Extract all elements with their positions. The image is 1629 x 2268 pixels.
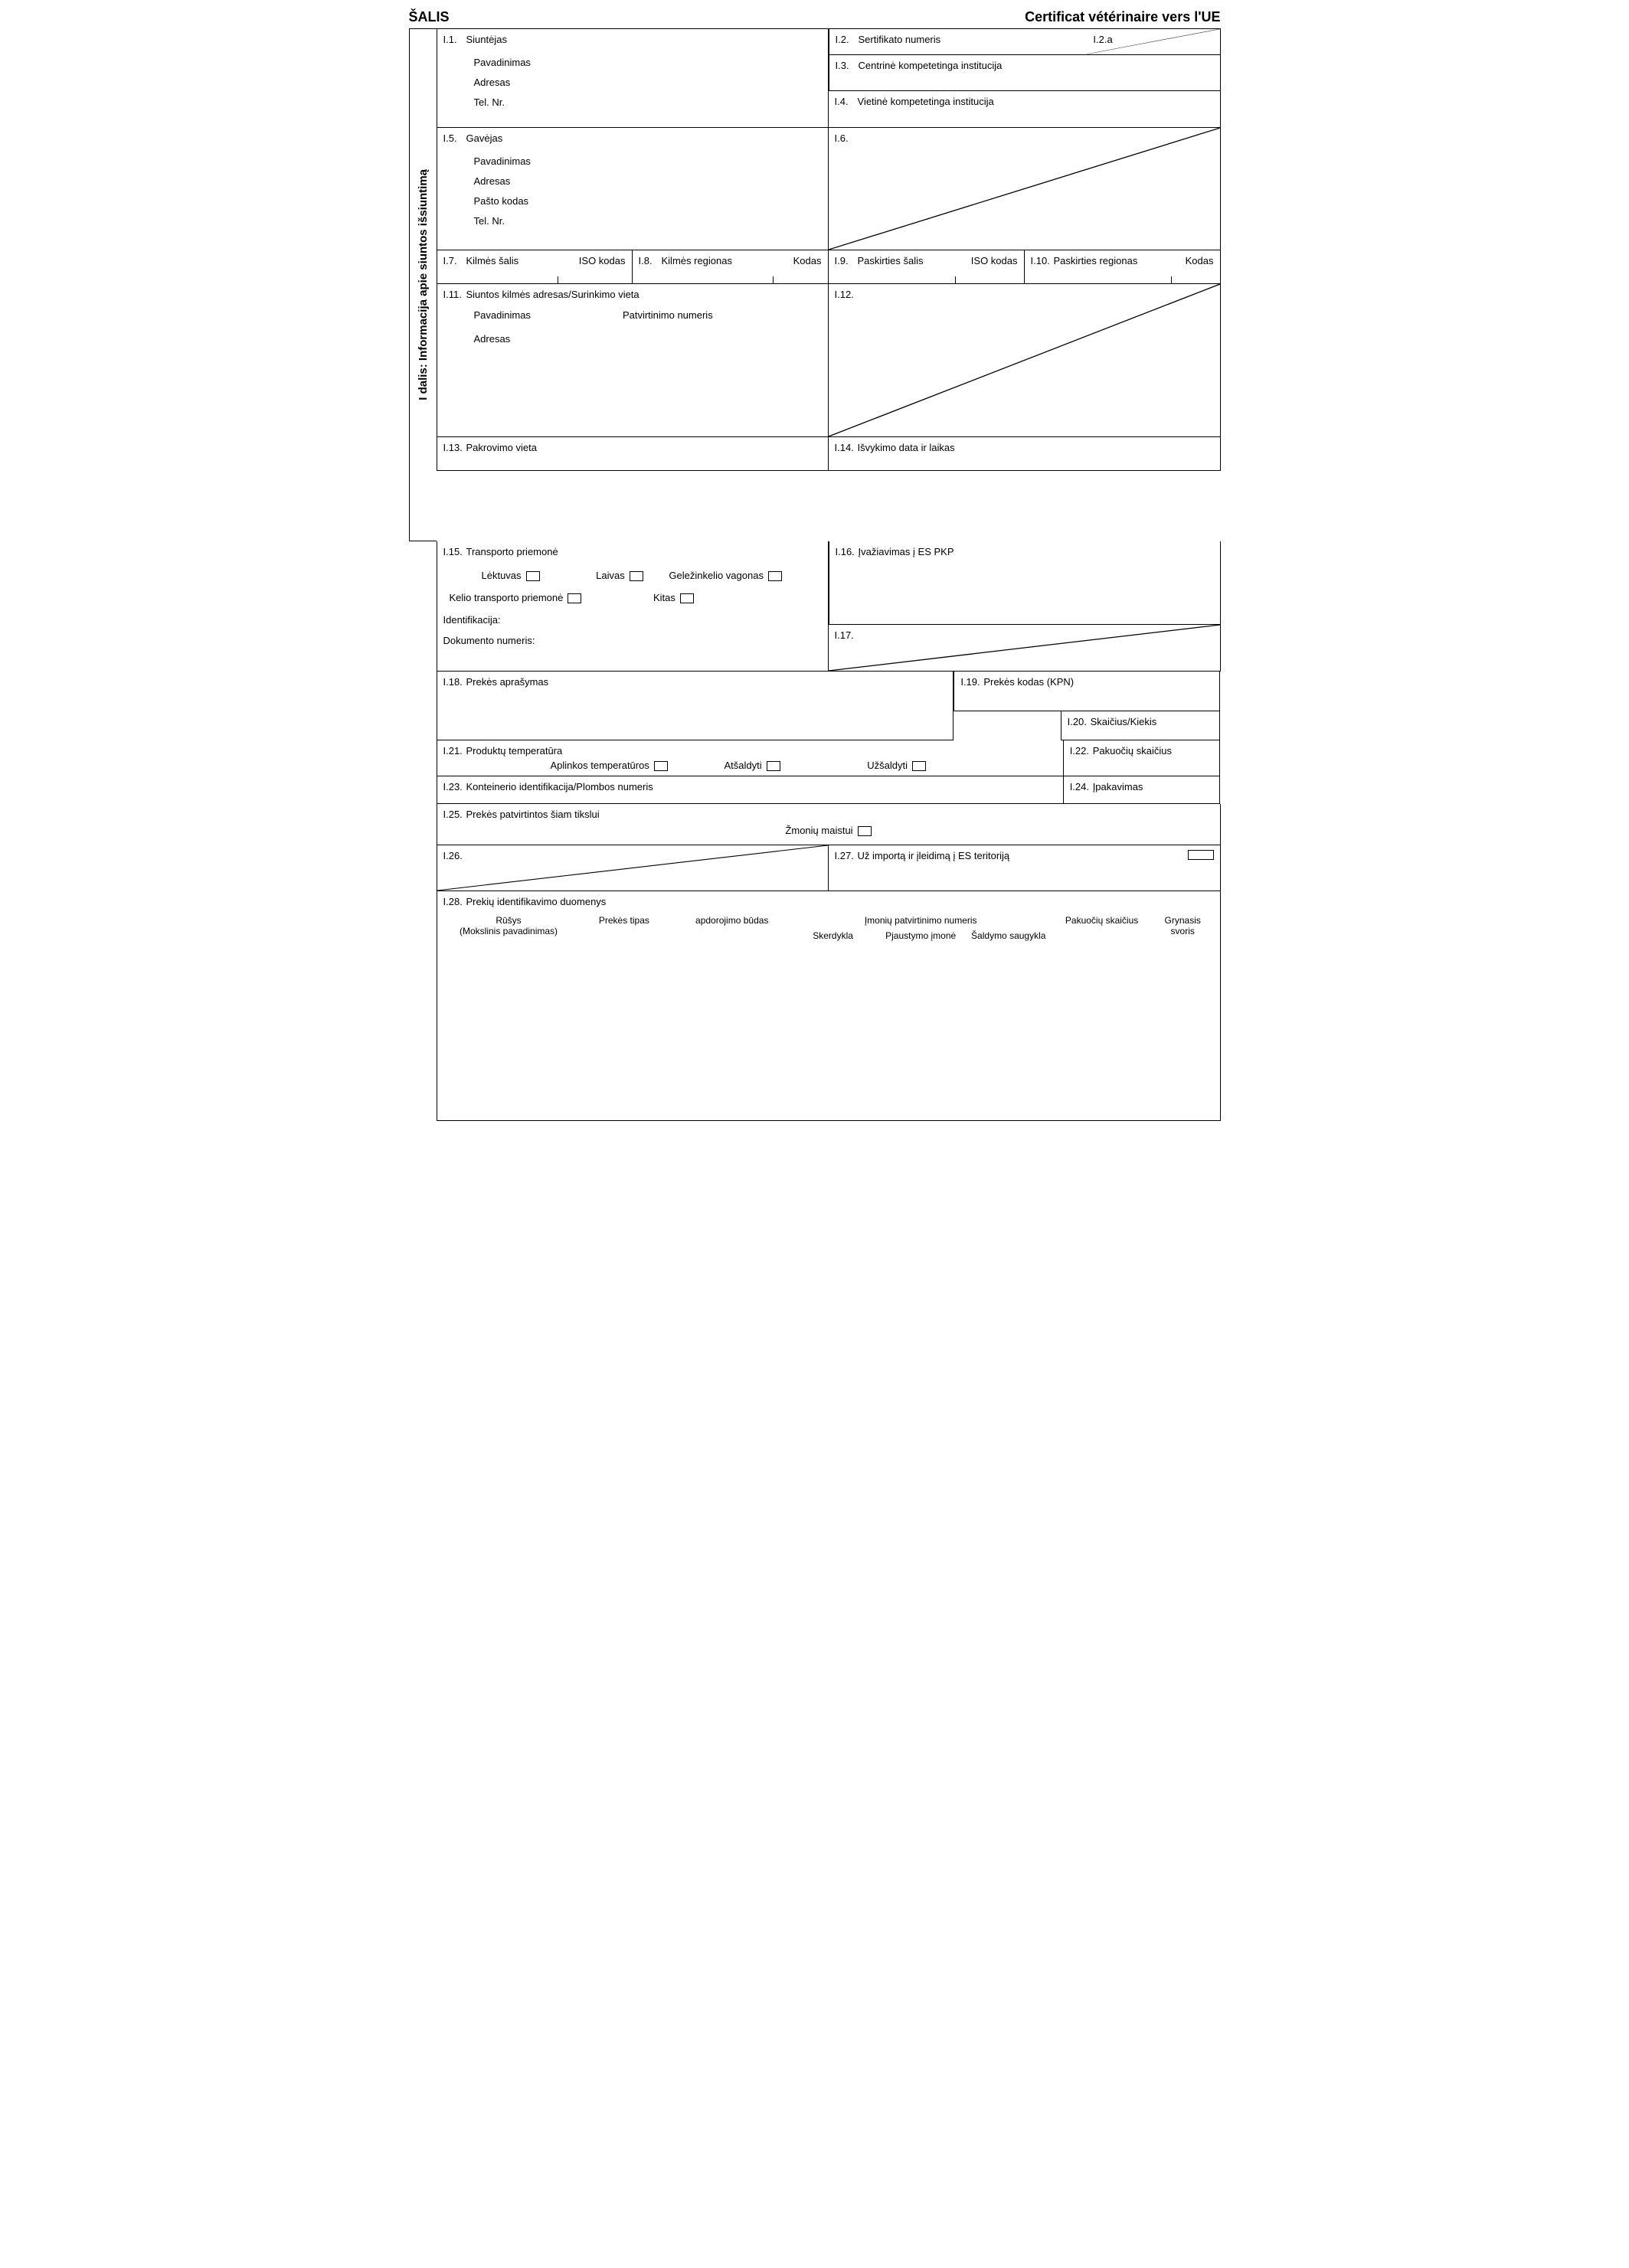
box-i17: I.17. [829,625,1221,672]
box-i20: I.20.Skaičius/Kiekis [1061,711,1221,741]
box-i13: I.13.Pakrovimo vieta [437,437,829,471]
box-i26: I.26. [437,845,829,891]
box-i7: I.7.Kilmės šalisISO kodas [437,250,633,284]
part-1-sidebar: I dalis: Informacija apie siuntos išsiun… [409,28,437,541]
box-i28: I.28.Prekių identifikavimo duomenys Rūšy… [437,891,1221,1121]
box-i3: I.3.Centrinė kompetetinga institucija [829,55,1221,92]
header-right: Certificat vétérinaire vers l'UE [1025,9,1220,25]
box-i21: I.21.Produktų temperatūra Aplinkos tempe… [437,740,1064,776]
checkbox-import-eu[interactable] [1188,850,1214,860]
checkbox-frozen[interactable] [912,761,926,771]
header-left: ŠALIS [409,9,450,25]
box-i1: I.1.Siuntėjas Pavadinimas Adresas Tel. N… [437,28,829,128]
box-i19: I.19.Prekės kodas (KPN) [954,672,1220,711]
checkbox-ship[interactable] [630,571,643,581]
box-i12: I.12. [829,284,1221,437]
box-i2a: I.2.a [1087,28,1220,55]
box-i15: I.15.Transporto priemonė Lėktuvas Laivas… [437,541,829,672]
box-i5: I.5.Gavėjas Pavadinimas Adresas Pašto ko… [437,128,829,250]
box-i24: I.24.Įpakavimas [1064,776,1221,804]
checkbox-rail[interactable] [768,571,782,581]
checkbox-ambient[interactable] [654,761,668,771]
box-i4: I.4.Vietinė kompetetinga institucija [829,91,1221,128]
box-i16: I.16.Įvažiavimas į ES PKP [829,541,1221,625]
box-i2: I.2.Sertifikato numeris [829,28,1088,55]
box-i10: I.10.Paskirties regionasKodas [1025,250,1221,284]
box-i6: I.6. [829,128,1221,250]
box-i11: I.11.Siuntos kilmės adresas/Surinkimo vi… [437,284,829,437]
box-i18: I.18.Prekės aprašymas [437,672,954,740]
box-i25: I.25.Prekės patvirtintos šiam tikslui Žm… [437,804,1221,845]
box-i23: I.23.Konteinerio identifikacija/Plombos … [437,776,1064,804]
box-i27: I.27.Už importą ir įleidimą į ES teritor… [829,845,1221,891]
checkbox-chilled[interactable] [767,761,780,771]
box-i9: I.9.Paskirties šalisISO kodas [829,250,1025,284]
checkbox-human-consumption[interactable] [858,826,872,836]
checkbox-plane[interactable] [526,571,540,581]
checkbox-road[interactable] [568,593,581,603]
checkbox-other[interactable] [680,593,694,603]
box-i22: I.22.Pakuočių skaičius [1064,740,1221,776]
box-i14: I.14.Išvykimo data ir laikas [829,437,1221,471]
box-i8: I.8.Kilmės regionasKodas [633,250,829,284]
